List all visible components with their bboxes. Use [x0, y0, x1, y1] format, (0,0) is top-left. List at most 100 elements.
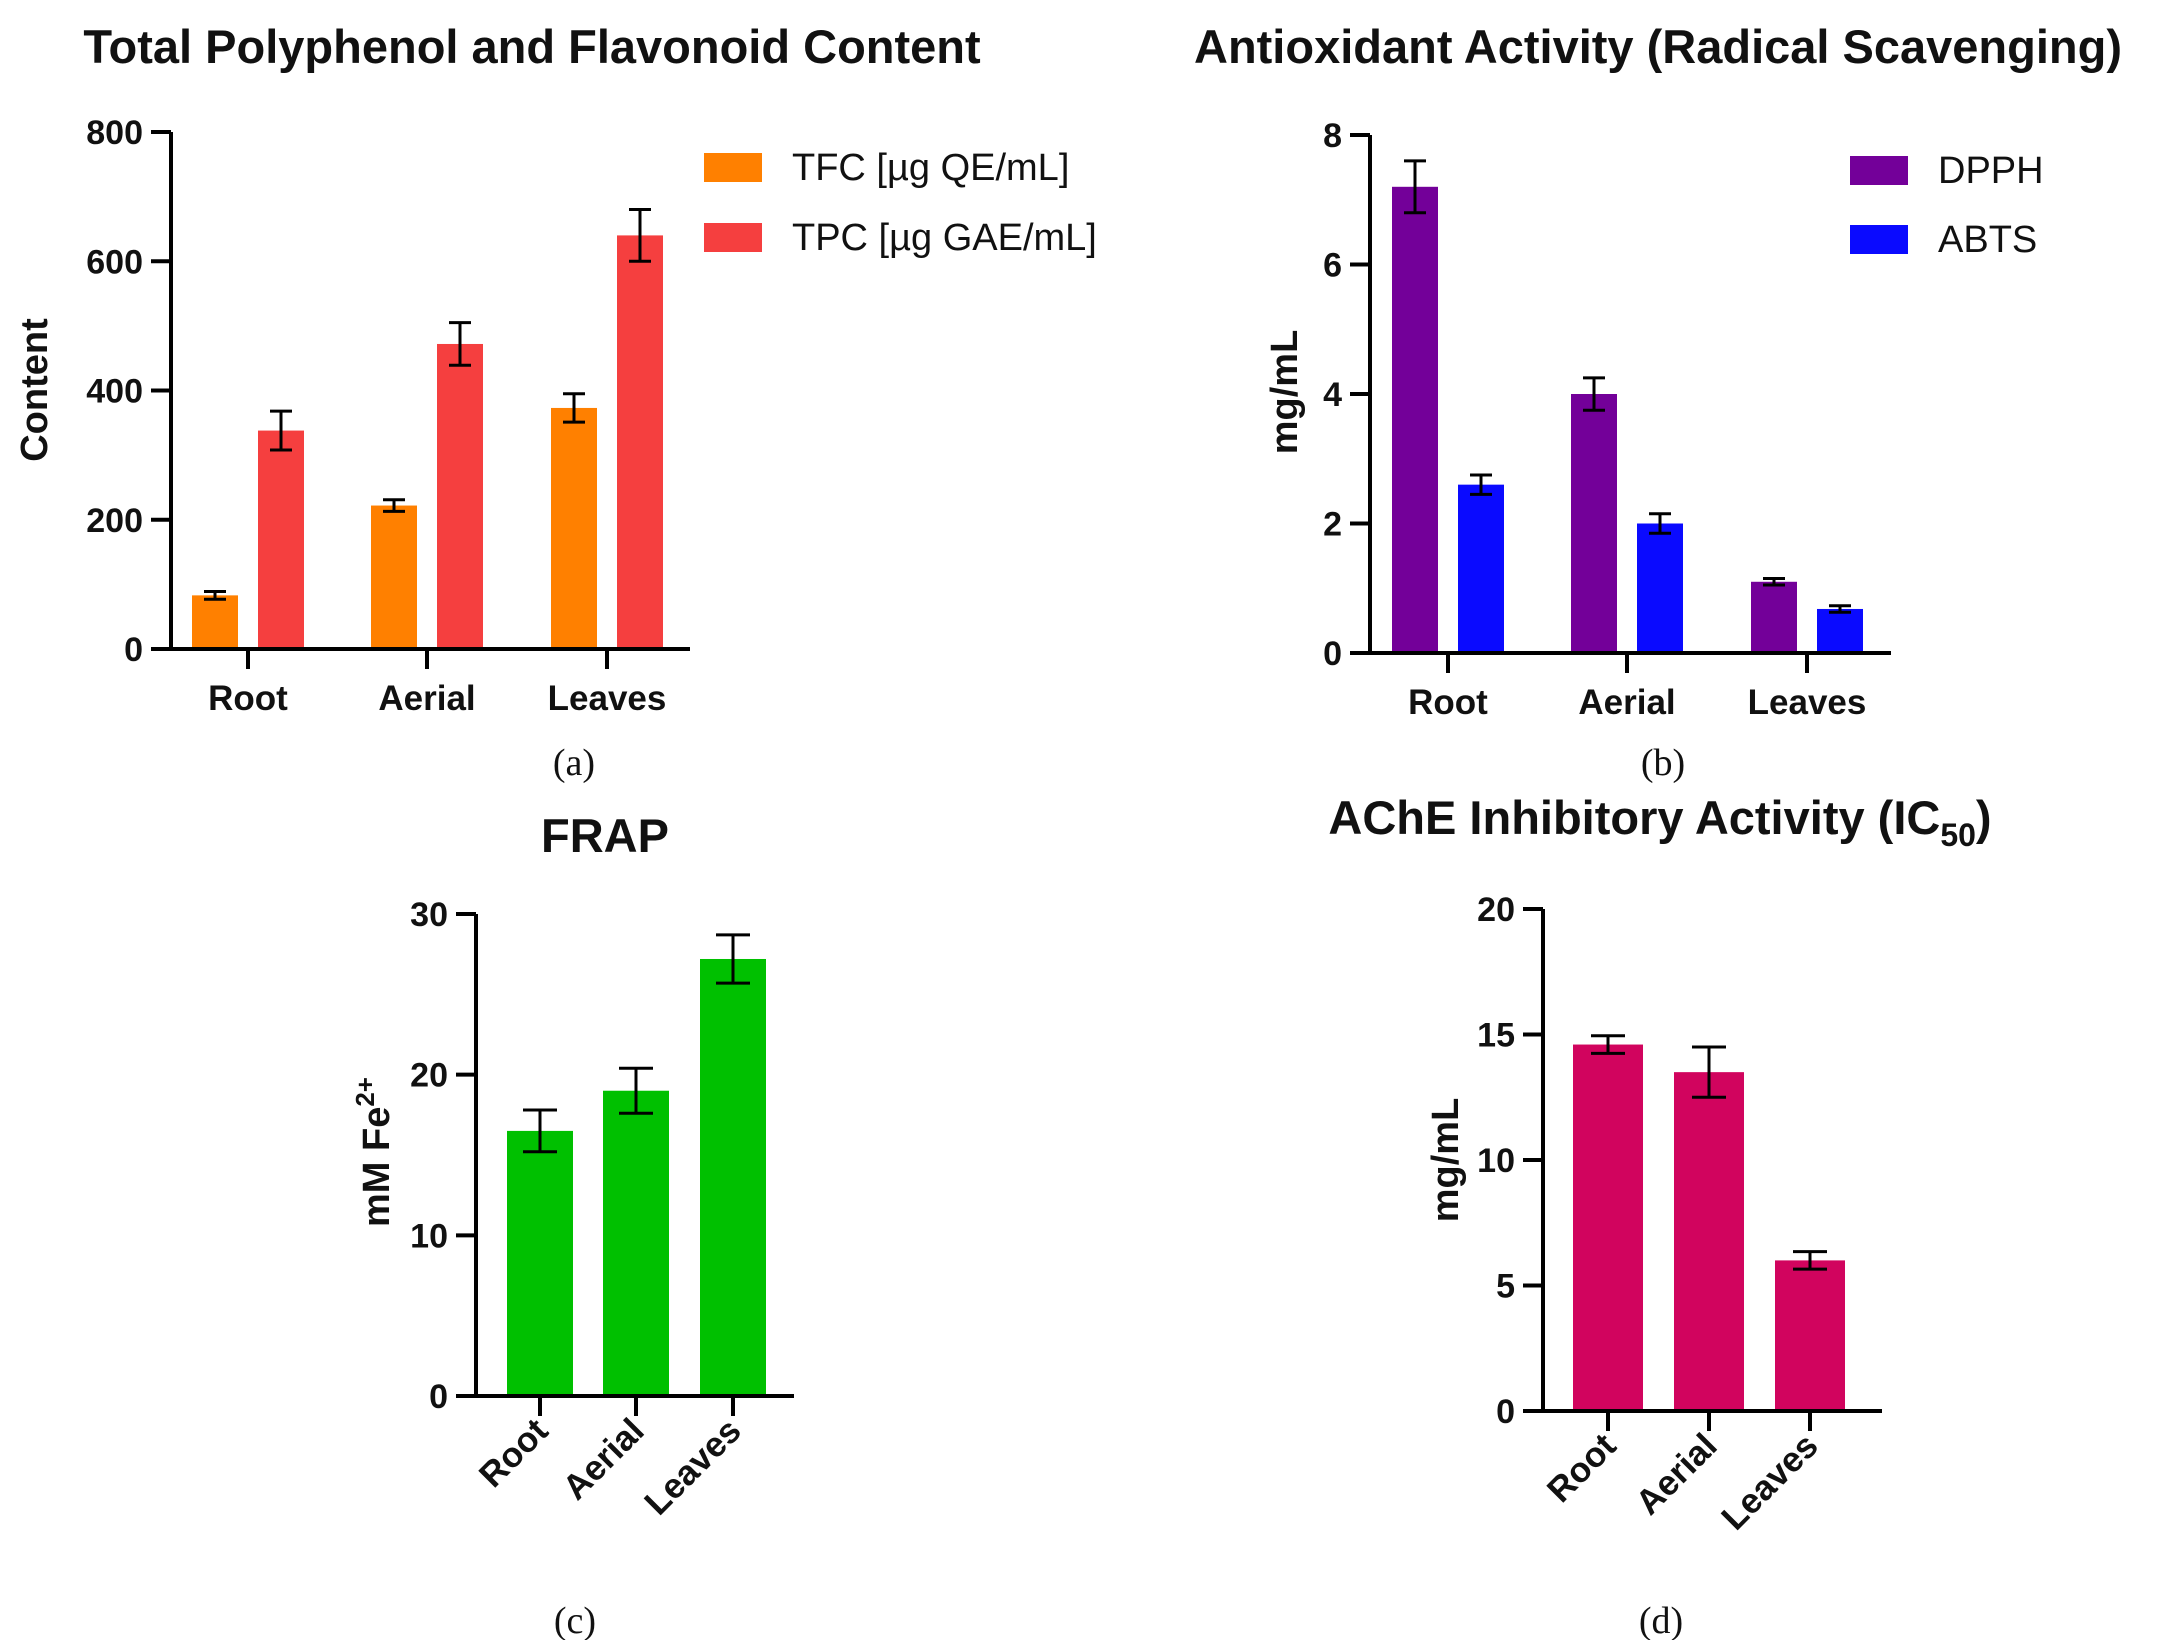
chart-b-error-bar [1649, 512, 1671, 535]
chart-b-title: Antioxidant Activity (Radical Scavenging… [1194, 20, 2122, 73]
chart-a-error-bar [270, 409, 292, 452]
chart-a-legend-label-tfc: TFC [µg QE/mL] [792, 147, 1069, 189]
chart-a-title: Total Polyphenol and Flavonoid Content [83, 20, 981, 73]
chart-c-error-bar [523, 1108, 557, 1154]
chart-c-y-tick-label: 0 [429, 1378, 448, 1416]
chart-d-y-tick-label: 10 [1477, 1142, 1515, 1180]
chart-b-legend-swatch-dpph [1850, 156, 1908, 185]
chart-d-title-end: ) [1976, 791, 1992, 844]
chart-d-y-tick-label: 15 [1477, 1017, 1515, 1055]
chart-c-category-label-aerial: Aerial [555, 1411, 651, 1507]
chart-c-ylabel-sup: 2+ [350, 1077, 380, 1107]
chart-c-ylabel-main: mM Fe [356, 1107, 398, 1227]
chart-a-y-tick-label: 200 [86, 502, 143, 540]
chart-b-category-label-aerial: Aerial [1578, 683, 1675, 722]
chart-b-legend-label-abts: ABTS [1938, 219, 2037, 261]
chart-c-category-label-leaves: Leaves [637, 1411, 749, 1523]
chart-b-error-bar [1763, 577, 1785, 587]
chart-a-panel-label: (a) [553, 742, 595, 784]
chart-d-error-bar [1692, 1045, 1726, 1099]
chart-a-y-tick-label: 600 [86, 243, 143, 281]
chart-b-error-bar [1829, 604, 1851, 614]
chart-a-bar-root-0 [192, 595, 238, 649]
chart-d-title: AChE Inhibitory Activity (IC50) [1328, 791, 1991, 853]
chart-b-bar-leaves-0 [1751, 581, 1797, 653]
chart-a-legend-label-tpc: TPC [µg GAE/mL] [792, 217, 1097, 259]
chart-b-bars [1392, 159, 1863, 654]
chart-b-legend: DPPH ABTS [1850, 150, 2044, 261]
chart-c-error-bar [716, 933, 750, 985]
chart-a-error-bar [449, 321, 471, 367]
chart-a-y-ticks: 0 200 400 600 800 [86, 114, 171, 669]
chart-a-ylabel: Content [14, 318, 56, 462]
chart-b-error-bar [1470, 473, 1492, 496]
chart-d-ylabel: mg/mL [1425, 1098, 1467, 1223]
chart-b-y-tick-label: 4 [1323, 376, 1342, 414]
chart-d-title-main: AChE Inhibitory Activity (IC [1328, 791, 1940, 844]
chart-c-error-bar [619, 1066, 653, 1115]
chart-a-bar-root-1 [258, 430, 304, 649]
chart-a-bar-leaves-0 [551, 407, 597, 649]
chart-b-error-bar [1583, 376, 1605, 412]
chart-a-category-label-root: Root [208, 679, 288, 718]
chart-c-y-ticks: 0 10 20 30 [410, 896, 476, 1416]
chart-a-error-bar [629, 208, 651, 263]
chart-a-bars [192, 208, 663, 649]
chart-c-bar-aerial-0 [603, 1090, 669, 1396]
chart-d-category-label-leaves: Leaves [1714, 1426, 1826, 1538]
chart-c-panel-label: (c) [554, 1600, 596, 1640]
chart-a-bar-aerial-1 [437, 343, 483, 649]
chart-a-error-bar [383, 498, 405, 513]
chart-d-category-label-root: Root [1540, 1426, 1624, 1510]
chart-a: Total Polyphenol and Flavonoid Content C… [14, 20, 1097, 784]
chart-b-ylabel: mg/mL [1264, 330, 1306, 455]
chart-b: Antioxidant Activity (Radical Scavenging… [1194, 20, 2122, 784]
chart-b-bar-root-0 [1392, 186, 1438, 654]
chart-a-category-label-aerial: Aerial [378, 679, 475, 718]
chart-b-category-label-leaves: Leaves [1748, 683, 1867, 722]
chart-b-bar-aerial-1 [1637, 523, 1683, 653]
chart-d-y-tick-label: 0 [1496, 1393, 1515, 1431]
chart-b-y-tick-label: 8 [1323, 117, 1342, 155]
chart-b-bar-leaves-1 [1817, 608, 1863, 653]
chart-a-y-tick-label: 800 [86, 114, 143, 152]
chart-d-title-sub: 50 [1940, 817, 1976, 853]
chart-a-y-tick-label: 0 [124, 631, 143, 669]
chart-b-legend-label-dpph: DPPH [1938, 150, 2044, 192]
chart-a-categories: Root Aerial Leaves [208, 649, 666, 718]
chart-d-bar-aerial-0 [1674, 1072, 1744, 1411]
chart-a-category-label-leaves: Leaves [548, 679, 667, 718]
chart-c-bars [507, 933, 766, 1396]
chart-b-error-bar [1404, 159, 1426, 215]
chart-a-bar-leaves-1 [617, 235, 663, 649]
chart-a-y-tick-label: 400 [86, 373, 143, 411]
chart-c-y-tick-label: 30 [410, 896, 448, 934]
chart-b-y-ticks: 0 2 4 6 8 [1323, 117, 1370, 673]
chart-d-y-tick-label: 20 [1477, 891, 1515, 929]
chart-d-category-label-aerial: Aerial [1628, 1426, 1724, 1522]
chart-b-bar-root-1 [1458, 484, 1504, 653]
chart-a-legend: TFC [µg QE/mL] TPC [µg GAE/mL] [704, 147, 1097, 259]
chart-d-panel-label: (d) [1639, 1600, 1683, 1640]
chart-c-bar-root-0 [507, 1130, 573, 1396]
chart-b-legend-swatch-abts [1850, 225, 1908, 254]
chart-c-ylabel: mM Fe2+ [350, 1077, 398, 1227]
chart-d-y-ticks: 0 5 10 15 20 [1477, 891, 1543, 1431]
chart-b-y-tick-label: 2 [1323, 506, 1342, 544]
chart-c-category-label-root: Root [472, 1411, 556, 1495]
chart-d-y-tick-label: 5 [1496, 1268, 1515, 1306]
chart-c-y-tick-label: 10 [410, 1217, 448, 1255]
chart-d: AChE Inhibitory Activity (IC50) mg/mL 0 5… [1328, 791, 1991, 1640]
chart-b-categories: Root Aerial Leaves [1408, 653, 1866, 722]
chart-b-panel-label: (b) [1641, 742, 1685, 784]
chart-d-bars [1573, 1034, 1845, 1411]
chart-a-legend-swatch-tfc [704, 153, 762, 182]
chart-b-bar-aerial-0 [1571, 394, 1617, 653]
chart-a-error-bar [563, 392, 585, 424]
chart-b-y-tick-label: 0 [1323, 635, 1342, 673]
chart-a-bar-aerial-0 [371, 505, 417, 649]
chart-c-title: FRAP [541, 809, 669, 862]
